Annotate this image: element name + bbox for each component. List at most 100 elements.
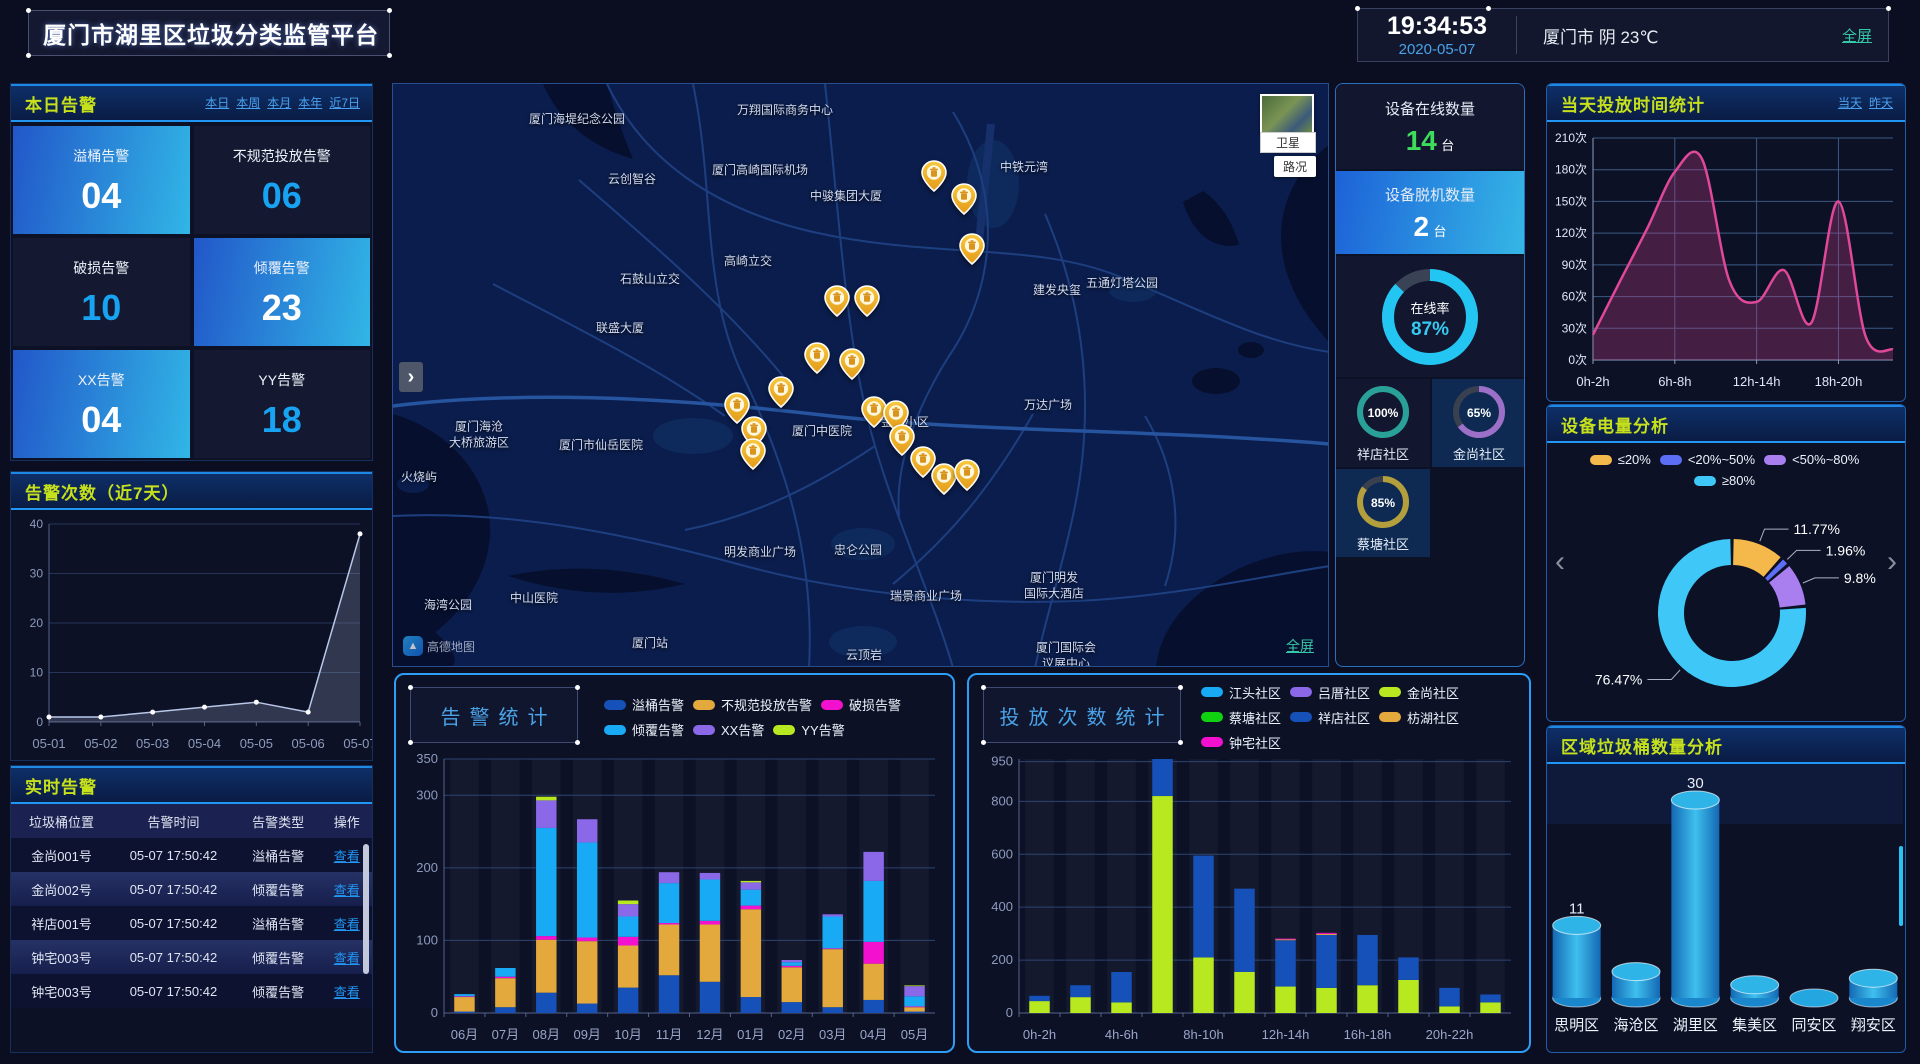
today-alarm-tab-4[interactable]: 近7日 — [329, 96, 360, 110]
svg-text:950: 950 — [991, 754, 1013, 769]
panel-scrollbar[interactable] — [1899, 846, 1903, 926]
alarm-legend-item-3[interactable]: 倾覆告警 — [604, 720, 684, 739]
trash-bin-marker-icon[interactable] — [839, 348, 865, 380]
trash-bin-marker-icon[interactable] — [740, 438, 766, 470]
today-alarm-panel: 本日告警 本日 本周 本月 本年 近7日 溢桶告警 04 不规范投放告警 06 破损告警 10 倾覆… — [10, 83, 373, 461]
put-time-tab-1[interactable]: 昨天 — [1868, 96, 1893, 110]
corner-dot — [981, 740, 986, 745]
svg-text:800: 800 — [991, 793, 1013, 808]
alarm-legend-item-0[interactable]: 溢桶告警 — [604, 695, 684, 714]
alarm-legend-item-4[interactable]: XX告警 — [693, 720, 764, 739]
community-ring: 85% — [1357, 475, 1409, 528]
trash-bin-marker-icon[interactable] — [768, 376, 794, 408]
put-legend-item-4[interactable]: 祥店社区 — [1290, 708, 1370, 727]
map-layer-control[interactable]: 卫星 — [1260, 94, 1316, 153]
legend-label: 钟宅社区 — [1229, 735, 1282, 751]
legend-label: ≤20% — [1617, 452, 1651, 467]
table-cell-action: 查看 — [321, 974, 372, 1008]
table-row: 金尚001号 05-07 17:50:42 溢桶告警 查看 — [11, 838, 372, 872]
put-stats-chart: 0 200 400 600 800 950 0h-2h 4h-6h 8h-10h 12h-14h 1… — [991, 754, 1511, 1042]
trash-bin-marker-icon[interactable] — [951, 183, 977, 215]
today-alarm-tab-3[interactable]: 本年 — [298, 96, 323, 110]
carousel-next-icon[interactable]: › — [1887, 545, 1897, 578]
battery-title: 设备电量分析 — [1561, 416, 1669, 436]
put-legend-item-0[interactable]: 江头社区 — [1201, 683, 1281, 702]
table-cell: 金尚001号 — [11, 838, 113, 872]
trash-bin-marker-icon[interactable] — [959, 233, 985, 265]
table-col-1: 告警时间 — [112, 804, 235, 838]
battery-legend-item-0[interactable]: ≤20% — [1589, 452, 1651, 467]
trash-bin-marker-icon[interactable] — [921, 160, 947, 192]
legend-label: 破损告警 — [849, 698, 902, 713]
svg-text:180次: 180次 — [1555, 163, 1587, 177]
put-legend-item-3[interactable]: 蔡塘社区 — [1201, 708, 1281, 727]
svg-text:05-02: 05-02 — [84, 736, 117, 751]
legend-swatch — [821, 699, 844, 710]
battery-header: 设备电量分析 — [1547, 405, 1905, 443]
alarm-card-0[interactable]: 溢桶告警 04 — [13, 126, 190, 234]
put-legend-item-1[interactable]: 吕厝社区 — [1290, 683, 1370, 702]
alarm-legend-item-5[interactable]: YY告警 — [773, 720, 845, 739]
view-link[interactable]: 查看 — [333, 848, 360, 864]
divider — [1516, 16, 1517, 54]
put-time-header: 当天投放时间统计 当天 昨天 — [1547, 84, 1905, 122]
battery-legend-item-1[interactable]: <20%~50% — [1659, 452, 1755, 467]
device-offline-card: 设备脱机数量 2 台 — [1336, 171, 1524, 254]
svg-text:100%: 100% — [1368, 406, 1399, 420]
svg-text:05-07: 05-07 — [343, 736, 372, 751]
view-link[interactable]: 查看 — [333, 882, 360, 898]
put-time-title: 当天投放时间统计 — [1561, 95, 1705, 115]
battery-legend-item-2[interactable]: <50%~80% — [1764, 452, 1859, 467]
alarm-card-5[interactable]: YY告警 18 — [193, 350, 370, 458]
put-legend-item-6[interactable]: 钟宅社区 — [1201, 733, 1281, 752]
map[interactable]: 厦门海堤纪念公园 万翔国际商务中心 云创智谷 厦门高崎国际机场 中铁元湾 中骏集团大厦 高崎… — [392, 83, 1329, 667]
today-alarm-tab-2[interactable]: 本月 — [267, 96, 292, 110]
carousel-prev-icon[interactable]: ‹ — [1555, 545, 1565, 578]
alarm-legend-item-2[interactable]: 破损告警 — [821, 695, 901, 714]
alarm-card-3[interactable]: 倾覆告警 23 — [193, 238, 370, 346]
online-rate-card: 在线率 87% — [1336, 256, 1524, 377]
trash-bin-marker-icon[interactable] — [824, 285, 850, 317]
table-scrollbar[interactable] — [363, 844, 369, 974]
community-ring-label: 金尚社区 — [1452, 446, 1505, 462]
map-fullscreen-link[interactable]: 全屏 — [1286, 638, 1314, 654]
today-alarm-tab-1[interactable]: 本周 — [236, 96, 261, 110]
svg-text:04月: 04月 — [860, 1027, 887, 1042]
put-time-tab-0[interactable]: 当天 — [1837, 96, 1862, 110]
view-link[interactable]: 查看 — [333, 950, 360, 966]
page-title: 厦门市湖里区垃圾分类监管平台 — [43, 22, 379, 48]
satellite-toggle[interactable]: 卫星 — [1260, 132, 1316, 153]
put-legend-item-5[interactable]: 枋湖社区 — [1379, 708, 1459, 727]
svg-text:8h-10h: 8h-10h — [1183, 1027, 1223, 1042]
device-online-value: 14 — [1405, 125, 1437, 156]
alarm-legend-item-1[interactable]: 不规范投放告警 — [693, 695, 812, 714]
traffic-toggle[interactable]: 路况 — [1274, 156, 1316, 177]
alarm-card-1[interactable]: 不规范投放告警 06 — [193, 126, 370, 234]
battery-legend-item-3[interactable]: ≥80% — [1693, 473, 1755, 488]
realtime-alarm-title: 实时告警 — [25, 777, 97, 797]
fullscreen-link[interactable]: 全屏 — [1841, 27, 1872, 45]
view-link[interactable]: 查看 — [333, 984, 360, 1000]
alarm-trend-header: 告警次数（近7天） — [11, 472, 372, 510]
satellite-thumbnail[interactable] — [1260, 94, 1314, 134]
table-col-3: 操作 — [321, 804, 372, 838]
trash-bin-marker-icon[interactable] — [854, 285, 880, 317]
corner-dot — [387, 8, 392, 13]
legend-swatch — [604, 724, 626, 735]
corner-dot — [1886, 6, 1891, 11]
community-ring-label: 祥店社区 — [1356, 446, 1409, 462]
view-link[interactable]: 查看 — [333, 916, 360, 932]
trash-bin-marker-icon[interactable] — [954, 459, 980, 491]
alarm-card-4[interactable]: XX告警 04 — [13, 350, 190, 458]
alarm-card-2[interactable]: 破损告警 10 — [13, 238, 190, 346]
today-alarm-tab-0[interactable]: 本日 — [205, 96, 230, 110]
put-legend-item-2[interactable]: 金尚社区 — [1379, 683, 1459, 702]
table-cell: 钟宅003号 — [11, 974, 113, 1008]
svg-text:0: 0 — [36, 715, 43, 729]
legend-label: 倾覆告警 — [632, 723, 685, 738]
collapse-arrow-button[interactable]: › — [399, 362, 423, 392]
trash-bin-marker-icon[interactable] — [804, 342, 830, 374]
community-ring-card-2: 85% 蔡塘社区 — [1336, 469, 1430, 557]
community-ring-label: 蔡塘社区 — [1356, 536, 1409, 552]
